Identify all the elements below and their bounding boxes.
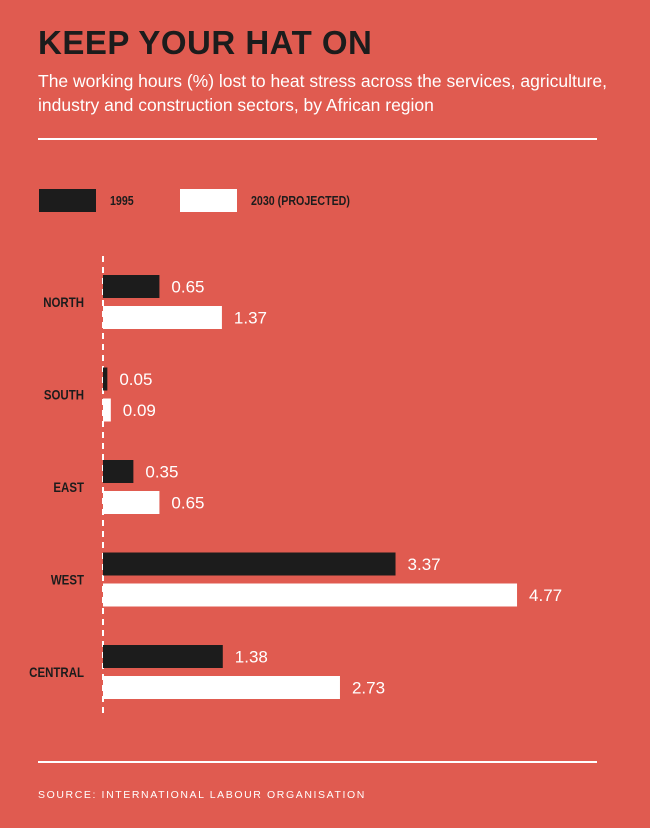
category-label-north: NORTH: [43, 294, 84, 310]
category-label-south: SOUTH: [44, 386, 84, 402]
bottom-divider: [38, 761, 597, 763]
value-label-north-1995: 0.65: [171, 278, 204, 297]
value-label-east-1995: 0.35: [145, 463, 178, 482]
bar-south-2030: [103, 398, 111, 422]
category-label-east: EAST: [53, 479, 84, 495]
value-label-west-1995: 3.37: [408, 555, 441, 574]
legend-swatch-1995: [39, 189, 96, 212]
value-label-north-2030: 1.37: [234, 309, 267, 328]
legend-label-2030: 2030 (PROJECTED): [251, 193, 350, 208]
chart-title: KEEP YOUR HAT ON: [38, 24, 373, 61]
legend-swatch-2030: [180, 189, 237, 212]
source-note: SOURCE: INTERNATIONAL LABOUR ORGANISATIO…: [38, 789, 366, 801]
value-label-south-2030: 0.09: [123, 401, 156, 420]
top-divider: [38, 138, 597, 140]
category-label-west: WEST: [51, 571, 84, 587]
value-label-south-1995: 0.05: [119, 370, 152, 389]
value-label-west-2030: 4.77: [529, 586, 562, 605]
bar-west-2030: [103, 583, 518, 607]
value-label-central-2030: 2.73: [352, 679, 385, 698]
bar-central-1995: [103, 645, 223, 668]
legend-label-1995: 1995: [110, 193, 134, 208]
bar-north-1995: [103, 275, 160, 298]
bar-west-1995: [103, 552, 396, 576]
value-label-east-2030: 0.65: [171, 494, 204, 513]
bar-south-1995: [103, 367, 108, 391]
bar-north-2030: [103, 306, 222, 329]
bar-east-2030: [103, 491, 160, 514]
bar-east-1995: [103, 460, 134, 483]
category-label-central: CENTRAL: [29, 664, 84, 680]
bar-central-2030: [103, 676, 340, 699]
value-label-central-1995: 1.38: [235, 648, 268, 667]
chart-subtitle: The working hours (%) lost to heat stres…: [38, 71, 607, 115]
